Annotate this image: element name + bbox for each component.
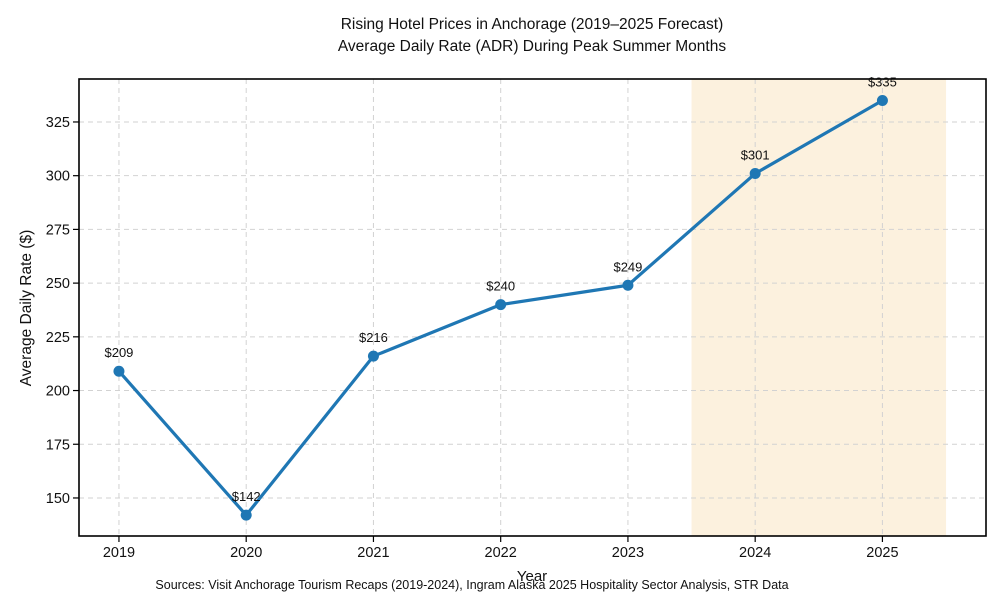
- point-label-2021: $216: [359, 330, 388, 345]
- y-axis-label: Average Daily Rate ($): [18, 230, 35, 387]
- x-tick-label: 2025: [866, 545, 898, 561]
- data-point-2020: [240, 509, 252, 521]
- point-label-2022: $240: [486, 279, 515, 294]
- x-tick-label: 2024: [739, 545, 771, 561]
- x-tick-label: 2023: [612, 545, 644, 561]
- point-label-2020: $142: [232, 489, 261, 504]
- data-point-2022: [495, 299, 507, 311]
- y-tick-label: 275: [46, 222, 70, 238]
- y-tick-label: 300: [46, 169, 70, 185]
- data-point-2021: [367, 350, 379, 362]
- forecast-band: [691, 79, 947, 536]
- chart-subtitle: Average Daily Rate (ADR) During Peak Sum…: [338, 38, 726, 55]
- y-tick-label: 325: [46, 115, 70, 131]
- y-tick-label: 200: [46, 384, 70, 400]
- plot-area: 2019 2020 2021 2022 2023 2024 2025 150 175 200 225…: [46, 74, 987, 561]
- x-tick-label: 2020: [230, 545, 262, 561]
- chart-title: Rising Hotel Prices in Anchorage (2019–2…: [341, 16, 724, 33]
- data-point-2019: [113, 365, 125, 377]
- point-label-2025: $335: [868, 74, 897, 89]
- data-point-2025: [876, 94, 888, 106]
- source-note: Sources: Visit Anchorage Tourism Recaps …: [155, 578, 788, 592]
- x-tick-label: 2019: [103, 545, 135, 561]
- y-tick-label: 175: [46, 437, 70, 453]
- plot-border: [78, 78, 987, 537]
- x-axis-label: Year: [517, 568, 547, 585]
- point-label-2024: $301: [741, 148, 770, 163]
- point-label-2023: $249: [613, 259, 642, 274]
- x-tick-label: 2021: [357, 545, 389, 561]
- y-tick-label: 225: [46, 330, 70, 346]
- point-label-2019: $209: [104, 345, 133, 360]
- y-tick-label: 150: [46, 491, 70, 507]
- data-point-2023: [622, 279, 634, 291]
- data-point-2024: [749, 168, 761, 180]
- y-tick-label: 250: [46, 276, 70, 292]
- x-tick-label: 2022: [485, 545, 517, 561]
